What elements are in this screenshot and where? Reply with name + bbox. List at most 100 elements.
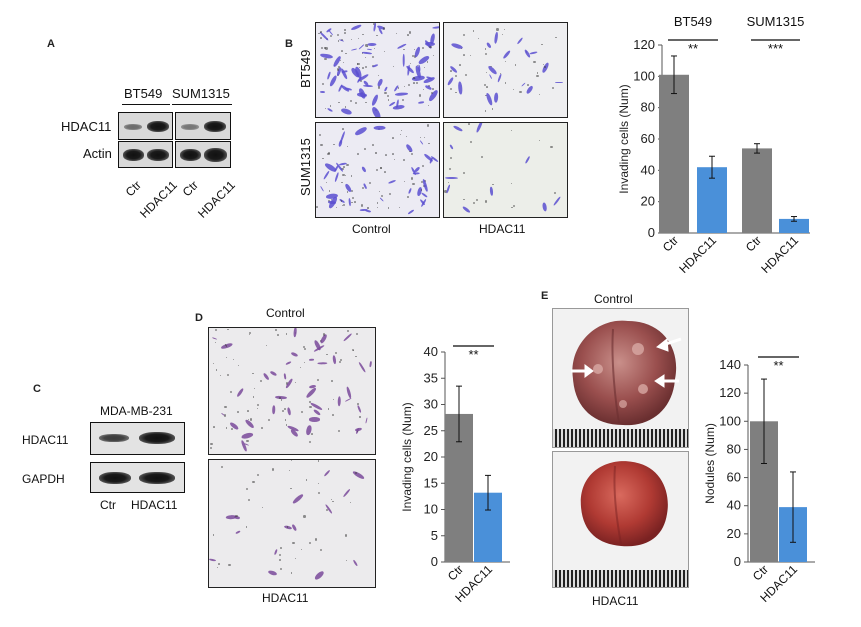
cell-speck	[314, 538, 318, 541]
cell-speck	[240, 431, 254, 440]
cell-speck	[317, 460, 320, 463]
cell-speck	[303, 361, 305, 363]
cell-speck	[342, 128, 344, 130]
cell-speck	[400, 130, 402, 132]
cell-speck	[354, 471, 358, 475]
cell-speck	[427, 89, 439, 103]
cell-speck	[420, 192, 428, 199]
cell-speck	[377, 75, 379, 77]
cell-speck	[454, 75, 457, 78]
cell-speck	[484, 109, 487, 112]
cell-speck	[303, 515, 306, 518]
cell-speck	[346, 146, 348, 148]
micrograph-b-sum1315-control	[315, 122, 440, 218]
cell-speck	[432, 54, 434, 56]
cell-speck	[427, 61, 429, 63]
cell-speck	[323, 333, 326, 336]
cell-speck	[319, 548, 322, 551]
cell-speck	[350, 23, 362, 31]
cell-speck	[273, 548, 278, 555]
cell-speck	[463, 198, 466, 201]
panel-a-underline-1	[122, 104, 170, 105]
cell-speck	[351, 196, 354, 200]
cell-speck	[299, 366, 302, 369]
panel-e-label: E	[541, 290, 549, 302]
cell-speck	[210, 443, 213, 446]
panel-c-row-gapdh: GAPDH	[22, 472, 65, 486]
cell-speck	[327, 408, 330, 411]
cell-speck	[459, 64, 461, 66]
lane-c-1: Ctr	[100, 498, 116, 512]
cell-speck	[488, 73, 493, 79]
cell-speck	[321, 82, 324, 85]
y-tick-label: 40	[727, 498, 741, 513]
y-axis-label: Nodules (Num)	[703, 423, 717, 504]
cell-speck	[355, 332, 358, 335]
cell-speck	[256, 474, 260, 477]
cell-speck	[380, 194, 383, 197]
y-tick-label: 0	[431, 554, 438, 569]
panel-b-row-bt549: BT549	[298, 49, 313, 88]
cell-speck	[395, 93, 409, 97]
micrograph-b-bt549-hdac11	[443, 22, 568, 118]
cell-speck	[230, 390, 233, 393]
cell-speck	[292, 541, 295, 545]
cell-speck	[224, 405, 227, 409]
cell-speck	[354, 101, 358, 105]
cell-speck	[503, 28, 506, 31]
cell-speck	[331, 414, 334, 416]
cell-speck	[336, 68, 340, 71]
cell-speck	[450, 157, 453, 160]
cell-speck	[372, 64, 379, 68]
cell-speck	[369, 360, 373, 367]
cell-speck	[470, 54, 472, 56]
y-tick-label: 0	[648, 225, 655, 240]
cell-speck	[342, 205, 344, 207]
panel-a-row-actin: Actin	[83, 146, 112, 161]
cell-speck	[346, 560, 348, 562]
cell-speck	[544, 66, 546, 68]
cell-speck	[249, 331, 252, 334]
cell-speck	[403, 180, 406, 183]
cell-speck	[417, 101, 425, 105]
cell-speck	[490, 186, 494, 197]
cell-speck	[387, 95, 390, 98]
cell-speck	[344, 32, 347, 35]
cell-speck	[478, 38, 480, 40]
micrograph-d-hdac11	[208, 459, 376, 588]
cell-speck	[247, 499, 250, 501]
cell-speck	[343, 204, 346, 207]
cell-speck	[332, 354, 337, 364]
cell-speck	[345, 534, 348, 537]
cell-speck	[237, 364, 239, 366]
cell-speck	[323, 469, 331, 477]
cell-speck	[365, 101, 367, 104]
cell-speck	[343, 488, 351, 497]
cell-speck	[340, 200, 343, 202]
cell-speck	[453, 124, 464, 132]
cell-speck	[376, 202, 379, 204]
cell-speck	[410, 177, 413, 180]
cell-speck	[351, 48, 358, 51]
cell-speck	[554, 81, 564, 84]
cell-speck	[271, 468, 274, 471]
cell-speck	[344, 29, 346, 31]
cell-speck	[344, 106, 346, 108]
cell-speck	[290, 487, 292, 490]
cell-speck	[355, 126, 369, 137]
cell-speck	[397, 87, 400, 89]
cell-speck	[328, 151, 331, 154]
cell-speck	[374, 125, 387, 130]
cell-speck	[317, 361, 328, 365]
cell-speck	[309, 400, 312, 403]
y-tick-label: 25	[424, 423, 438, 438]
y-axis-label: Invading cells (Num)	[617, 84, 631, 193]
cell-speck	[251, 372, 254, 375]
cell-speck	[432, 87, 434, 90]
cell-speck	[318, 133, 322, 137]
cell-speck	[285, 378, 294, 389]
cell-speck	[356, 430, 359, 433]
cell-speck	[338, 102, 340, 104]
y-tick-label: 30	[424, 397, 438, 412]
